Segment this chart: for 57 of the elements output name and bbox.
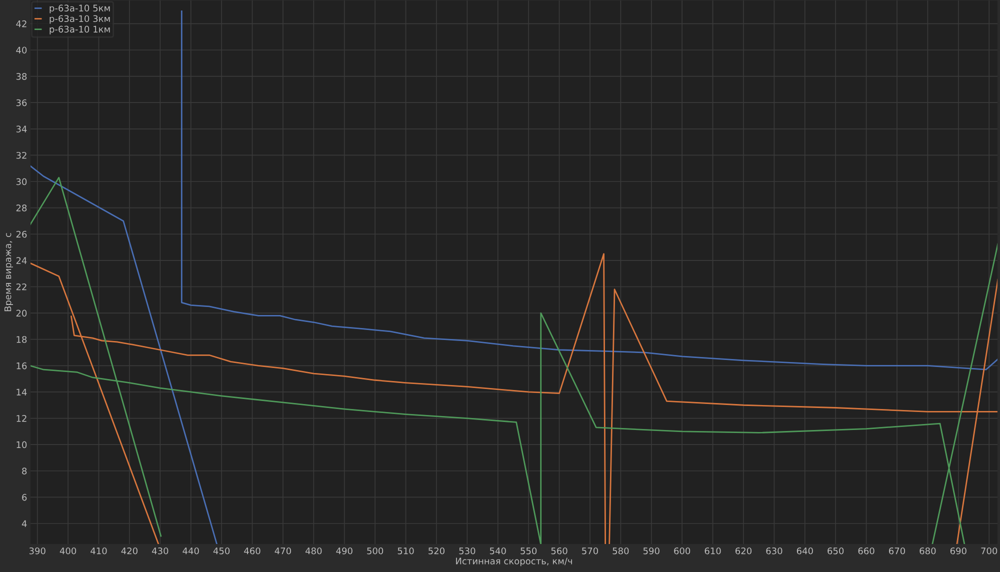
x-tick-label: 590 xyxy=(643,547,660,554)
x-tick-label: 450 xyxy=(213,547,230,554)
x-tick-label: 610 xyxy=(704,547,721,554)
legend-label: p-63a-10 3км xyxy=(50,15,110,24)
x-tick-label: 580 xyxy=(612,547,629,554)
x-tick-label: 490 xyxy=(336,547,352,554)
x-tick-label: 620 xyxy=(736,547,752,554)
x-tick-label: 690 xyxy=(950,547,966,554)
y-tick-label: 12 xyxy=(16,415,26,422)
y-tick-label: 20 xyxy=(16,310,27,317)
y-tick-label: 14 xyxy=(16,388,27,396)
y-tick-label: 38 xyxy=(16,73,27,80)
y-tick-label: 8 xyxy=(22,468,27,474)
y-tick-label: 24 xyxy=(16,257,27,264)
x-tick-label: 660 xyxy=(858,547,874,554)
legend-label: p-63a-10 5км xyxy=(50,4,110,14)
y-axis-title: Время виража, с xyxy=(4,233,13,312)
y-tick-label: 40 xyxy=(16,46,27,54)
x-tick-label: 630 xyxy=(766,547,782,554)
y-tick-label: 10 xyxy=(16,441,27,448)
x-tick-label: 390 xyxy=(29,547,46,554)
x-tick-label: 430 xyxy=(152,547,168,554)
y-tick-label: 30 xyxy=(16,178,27,186)
x-tick-label: 640 xyxy=(796,547,813,554)
y-tick-label: 16 xyxy=(16,362,27,370)
y-tick-label: 26 xyxy=(16,230,27,238)
x-tick-label: 480 xyxy=(306,547,322,554)
x-tick-label: 520 xyxy=(428,547,444,554)
x-tick-label: 560 xyxy=(551,547,568,554)
y-tick-label: 18 xyxy=(16,336,27,343)
x-tick-label: 460 xyxy=(244,547,260,554)
x-tick-label: 530 xyxy=(459,547,476,554)
y-tick-label: 34 xyxy=(16,126,27,132)
x-tick-label: 600 xyxy=(674,547,690,554)
y-tick-label: 6 xyxy=(22,494,27,501)
x-tick-label: 680 xyxy=(920,547,936,554)
x-tick-label: 550 xyxy=(520,547,537,554)
y-tick-label: 42 xyxy=(16,20,26,28)
x-tick-label: 540 xyxy=(490,547,506,554)
x-axis-title: Истинная скорость, км/ч xyxy=(456,558,572,566)
y-tick-label: 28 xyxy=(16,204,27,212)
x-tick-label: 500 xyxy=(367,547,384,554)
y-tick-label: 32 xyxy=(16,152,26,159)
x-tick-label: 420 xyxy=(121,547,138,554)
x-tick-label: 440 xyxy=(182,547,199,554)
y-tick-label: 36 xyxy=(16,99,27,106)
y-tick-label: 22 xyxy=(16,283,26,290)
y-tick-label: 4 xyxy=(22,520,27,527)
x-tick-label: 470 xyxy=(274,547,291,554)
x-tick-label: 570 xyxy=(582,547,598,554)
legend-label: p-63a-10 1км xyxy=(50,26,110,34)
x-tick-label: 650 xyxy=(828,547,844,554)
x-tick-label: 510 xyxy=(398,547,414,554)
x-tick-label: 670 xyxy=(889,547,906,554)
x-tick-label: 400 xyxy=(60,547,76,554)
x-tick-label: 700 xyxy=(981,547,998,554)
x-tick-label: 410 xyxy=(90,547,107,554)
